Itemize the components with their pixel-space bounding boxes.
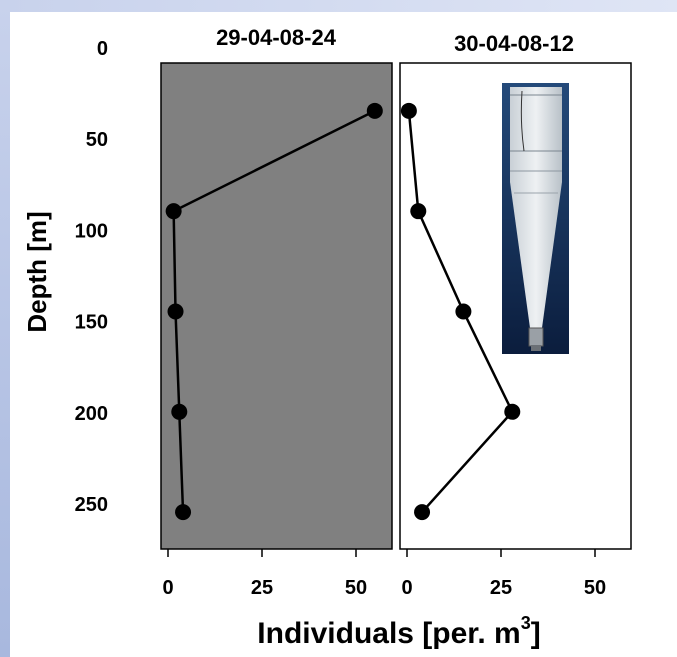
y-axis-label: Depth [m] — [22, 211, 52, 332]
y-tick-label: 100 — [75, 220, 108, 242]
y-tick-label: 150 — [75, 312, 108, 334]
data-point — [414, 504, 431, 521]
data-point — [171, 403, 188, 420]
x-tick-label: 25 — [251, 577, 273, 599]
panel-left-plot-area — [160, 62, 393, 550]
x-axis-label-text: Individuals [per. m — [257, 617, 520, 650]
x-axis-label: Individuals [per. m3] — [257, 613, 540, 650]
plankton-net-photo — [502, 83, 569, 354]
x-axis-label-close: ] — [531, 617, 541, 650]
x-tick-label: 25 — [490, 577, 512, 599]
data-point — [504, 403, 521, 420]
series-layer — [165, 102, 521, 521]
data-point — [175, 504, 192, 521]
y-tick-label: 200 — [75, 403, 108, 425]
panel-right-title: 30-04-08-12 — [454, 31, 574, 56]
data-point — [366, 102, 383, 119]
x-tick-label: 50 — [345, 577, 367, 599]
x-tick-label: 0 — [162, 577, 173, 599]
data-point — [455, 303, 472, 320]
axes-layer: 0 50 100 150 200 250 0 25 50 0 25 50 — [75, 38, 607, 599]
data-point — [400, 102, 417, 119]
y-tick-label: 250 — [75, 494, 108, 516]
data-point — [165, 203, 182, 220]
x-tick-label: 0 — [401, 577, 412, 599]
plankton-net-photo-graphic — [502, 83, 569, 354]
slide-left-band — [0, 0, 10, 657]
x-tick-label: 50 — [584, 577, 606, 599]
x-axis-label-superscript: 3 — [521, 613, 531, 633]
y-tick-label: 50 — [86, 129, 108, 151]
slide-top-band — [0, 0, 677, 12]
y-tick-label: 0 — [97, 38, 108, 60]
data-point — [410, 203, 427, 220]
data-point — [167, 303, 184, 320]
panel-left-title: 29-04-08-24 — [216, 25, 337, 50]
